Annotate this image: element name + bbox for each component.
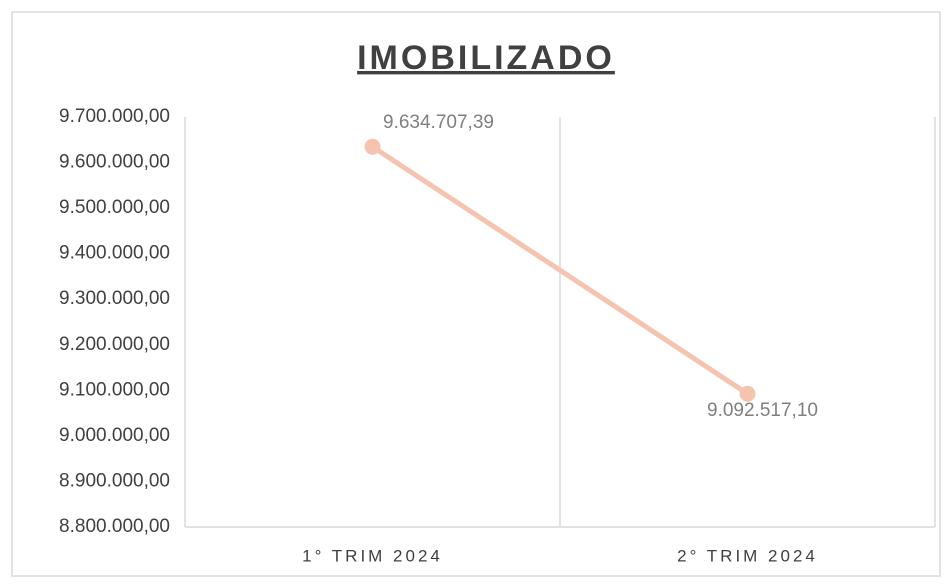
y-tick-label: 9.500.000,00 xyxy=(59,197,170,218)
y-tick-label: 9.200.000,00 xyxy=(59,334,170,355)
x-tick-label: 2° TRIM 2024 xyxy=(677,546,818,565)
chart-border xyxy=(11,11,941,577)
y-tick-label: 9.100.000,00 xyxy=(59,379,170,400)
y-tick-label: 9.000.000,00 xyxy=(59,425,170,446)
x-tick-label: 1° TRIM 2024 xyxy=(302,546,443,565)
data-point xyxy=(739,385,756,402)
chart-title: IMOBILIZADO xyxy=(357,39,615,77)
data-label: 9.092.517,10 xyxy=(707,400,818,421)
y-tick-label: 9.700.000,00 xyxy=(59,106,170,127)
y-tick-label: 9.600.000,00 xyxy=(59,152,170,173)
y-tick-label: 8.900.000,00 xyxy=(59,470,170,491)
y-tick-label: 8.800.000,00 xyxy=(59,516,170,537)
y-tick-label: 9.400.000,00 xyxy=(59,243,170,264)
data-point xyxy=(364,138,381,155)
y-tick-label: 9.300.000,00 xyxy=(59,288,170,309)
data-label: 9.634.707,39 xyxy=(383,112,494,133)
data-line xyxy=(370,144,750,397)
